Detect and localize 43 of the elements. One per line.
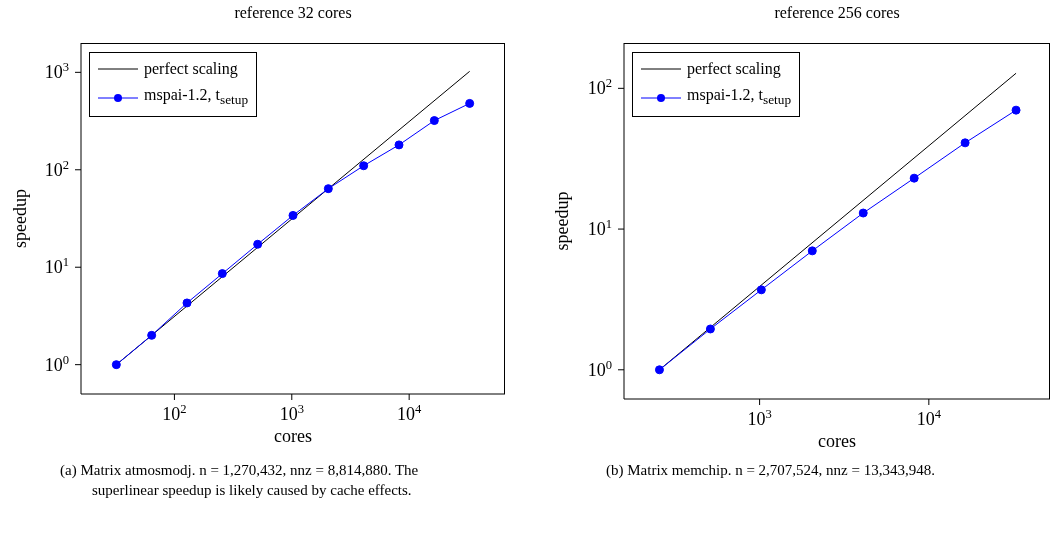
y-axis-title: speedup — [10, 189, 31, 248]
point — [288, 210, 298, 220]
x-axis-title: cores — [274, 426, 312, 446]
point — [394, 140, 404, 150]
point — [429, 116, 439, 126]
point — [756, 285, 766, 295]
y-tick-label: 10$^{0}$ — [44, 352, 69, 375]
point — [217, 269, 227, 279]
point — [960, 138, 970, 148]
point — [359, 161, 369, 171]
point — [182, 298, 192, 308]
chart-title: reference 32 cores — [233, 4, 353, 22]
y-tick-label: 10$^{3}$ — [44, 60, 69, 83]
chart-title: reference 256 cores — [773, 4, 901, 22]
x-tick-label: 10$^{4}$ — [397, 402, 423, 424]
y-tick-label: 10$^{1}$ — [44, 255, 69, 278]
point — [323, 184, 333, 194]
point — [465, 98, 475, 108]
x-axis-title: cores — [818, 431, 856, 451]
y-tick-label: 10$^{2}$ — [587, 76, 612, 99]
point — [705, 324, 715, 334]
y-tick-label: 10$^{1}$ — [587, 217, 612, 240]
legend-label: perfect scaling — [687, 59, 781, 80]
y-tick-label: 10$^{2}$ — [44, 157, 69, 180]
legend-label: perfect scaling — [144, 59, 238, 80]
legend-label: mspai-1.2, t$_{setup}$ — [687, 85, 792, 110]
point — [147, 330, 157, 340]
y-tick-label: 10$^{0}$ — [587, 357, 612, 380]
point — [909, 173, 919, 183]
x-tick-label: 10$^{2}$ — [162, 402, 187, 424]
x-tick-label: 10$^{3}$ — [279, 402, 304, 424]
point — [1011, 105, 1021, 115]
text: (b) Matrix memchip. n = 2,707,524, nnz = 13,343,948. — [606, 461, 936, 480]
point — [111, 360, 121, 370]
point — [807, 246, 817, 256]
point — [858, 208, 868, 218]
text: (a) Matrix atmosmodj. n = 1,270,432, nnz = 8,814,880. The superlinear speedup is likely caused by cache effects. — [60, 461, 420, 500]
x-tick-label: 10$^{4}$ — [916, 407, 942, 429]
point — [654, 365, 664, 375]
point — [253, 239, 263, 249]
x-tick-label: 10$^{3}$ — [747, 407, 772, 429]
y-axis-title: speedup — [552, 191, 573, 251]
legend-label: mspai-1.2, t$_{setup}$ — [144, 85, 249, 110]
